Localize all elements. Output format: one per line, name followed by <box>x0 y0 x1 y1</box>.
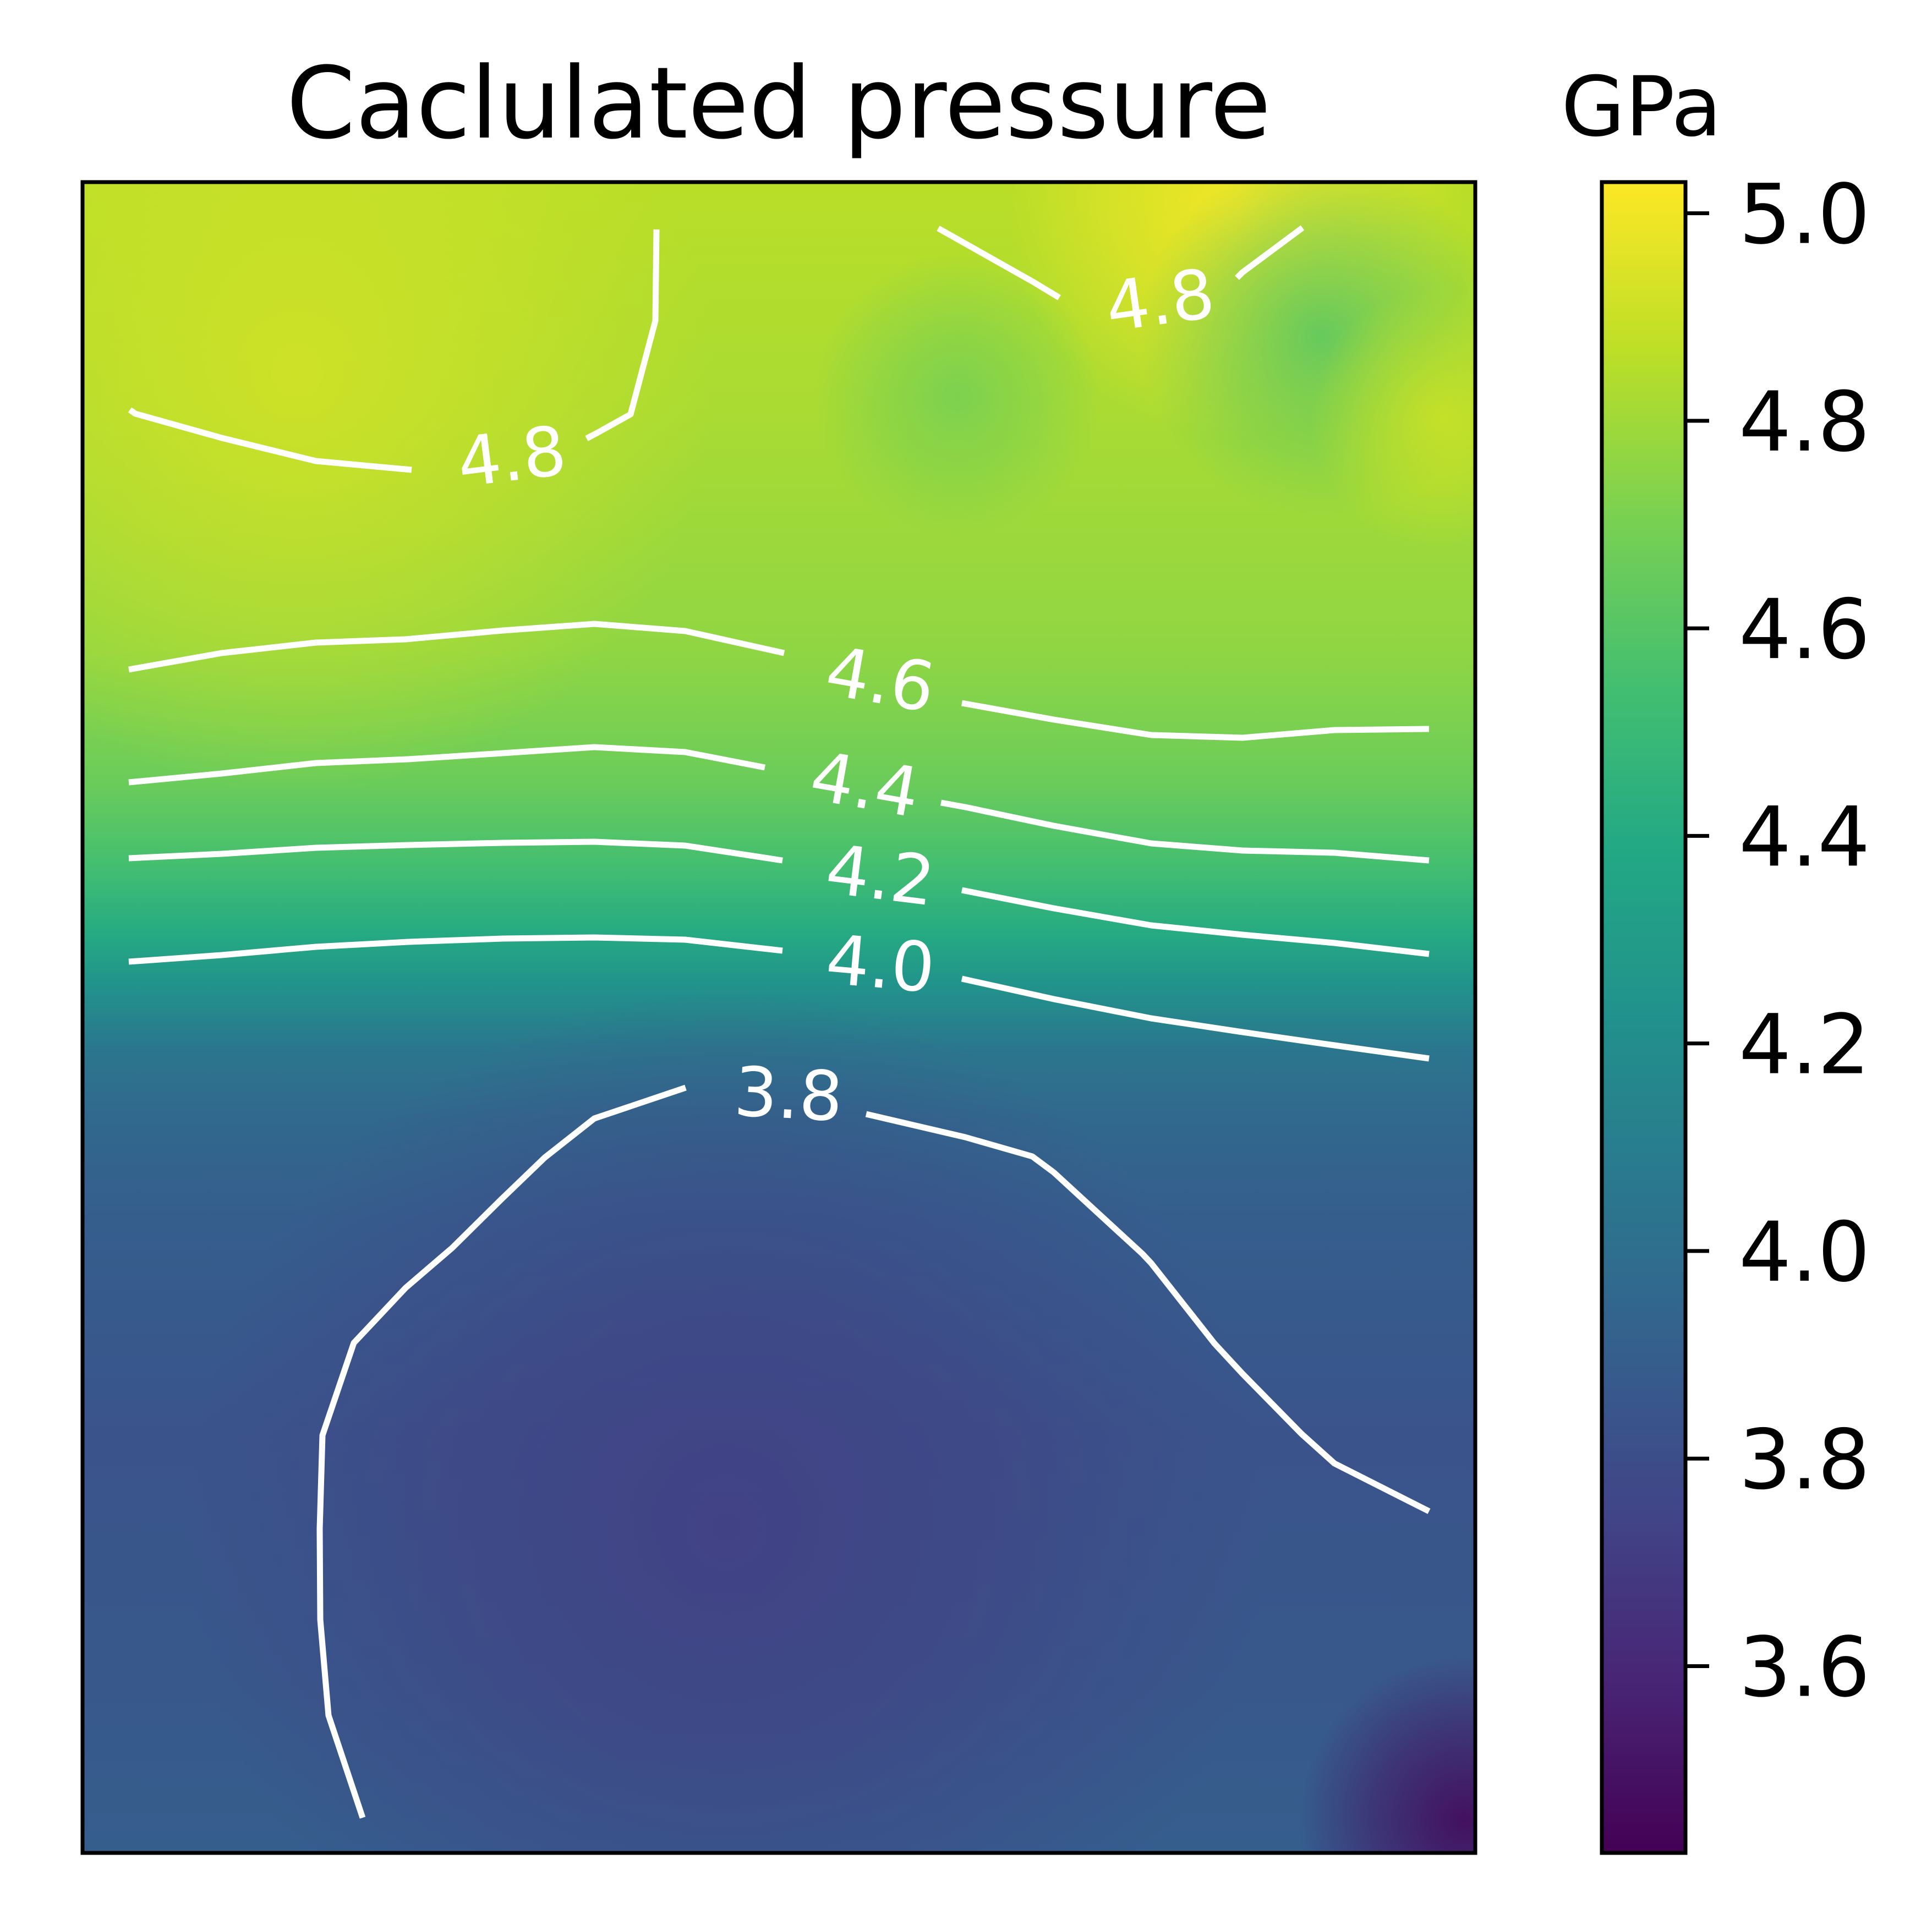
heatmap-overlay-bottom-right <box>83 182 1475 1853</box>
colorbar-tick-label: 4.2 <box>1739 997 1870 1093</box>
contour-label-4.0: 4.0 <box>823 920 938 1009</box>
colorbar-tick-label: 4.0 <box>1739 1205 1870 1301</box>
colorbar-ticks: 3.6 3.8 4.0 4.2 4.4 4.6 4.8 5.0 <box>1685 167 1870 1715</box>
plot-area: 4.8 4.8 4.6 4.4 4.2 4.0 3.8 <box>83 182 1475 1853</box>
contour-4.2-b <box>961 887 1430 957</box>
contour-label-4.2: 4.2 <box>822 830 939 922</box>
contour-label-4.4: 4.4 <box>804 737 925 833</box>
contour-4.4-b <box>940 799 1430 864</box>
contour-label-4.8-right: 4.8 <box>1101 254 1219 348</box>
contour-4.2-a <box>128 838 783 864</box>
colorbar-tick-label: 4.6 <box>1739 582 1870 678</box>
contour-4.8-left-a <box>128 407 412 473</box>
colorbar-tick-label: 4.8 <box>1739 375 1870 470</box>
contour-4.0-a <box>128 934 783 965</box>
contour-3.8-a <box>316 1084 687 1819</box>
contour-label-4.8-left: 4.8 <box>453 412 570 503</box>
colorbar-tick-label: 4.4 <box>1739 789 1870 885</box>
colorbar-tick-label: 3.8 <box>1739 1412 1870 1508</box>
colorbar-frame <box>1600 180 1688 1855</box>
contour-4.0-b <box>961 975 1430 1062</box>
contour-4.4-a <box>128 744 766 786</box>
contour-4.8-left-b <box>585 229 660 441</box>
contour-labels: 4.8 4.8 4.6 4.4 4.2 4.0 3.8 <box>453 254 1219 1137</box>
colorbar-strip <box>1602 182 1685 1853</box>
colorbar-tick-label: 5.0 <box>1739 167 1870 263</box>
contour-4.6-a <box>128 621 785 673</box>
contour-3.8-b <box>865 1111 1431 1514</box>
contour-4.8-right-a <box>937 226 1061 300</box>
contour-label-3.8: 3.8 <box>732 1052 845 1137</box>
contour-4.8-right-b <box>1235 225 1305 280</box>
colorbar-tick-label: 3.6 <box>1739 1620 1870 1715</box>
chart-title: Caclulated pressure <box>286 46 1271 161</box>
contour-lines <box>128 225 1431 1819</box>
contour-label-4.6: 4.6 <box>820 632 940 728</box>
plot-frame <box>80 180 1477 1855</box>
colorbar: GPa 3.6 3.8 4.0 4.2 4.4 4.6 4.8 5.0 <box>1561 59 1870 1855</box>
contour-4.6-b <box>961 700 1430 741</box>
colorbar-label: GPa <box>1561 59 1722 155</box>
